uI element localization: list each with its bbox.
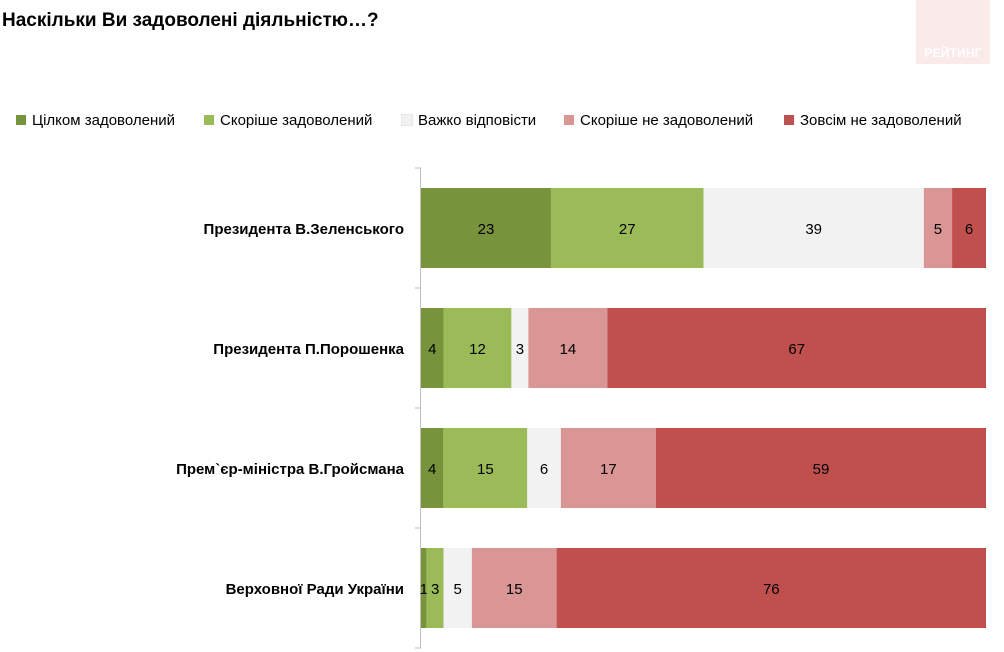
data-label: 59 xyxy=(813,461,830,478)
legend-item-hard-to-say: Важко відповісти xyxy=(401,112,537,129)
data-label: 67 xyxy=(788,341,805,358)
legend-item-rather-dissatisfied: Скоріше не задоволений xyxy=(564,112,753,129)
bar-segment-зовсім-не-задоволений xyxy=(556,548,986,628)
bar-segment-важко-відповісти xyxy=(511,308,529,388)
data-label: 23 xyxy=(478,221,495,238)
data-label: 4 xyxy=(428,461,436,478)
bar-segment-скоріше-не-задоволений xyxy=(528,308,608,388)
rating-logo: РЕЙТИНГ xyxy=(916,0,990,64)
data-label: 1 xyxy=(420,581,428,598)
data-label: 27 xyxy=(619,221,636,238)
legend-label: Скоріше не задоволений xyxy=(580,112,754,129)
bar-segment-скоріше-задоволений xyxy=(443,308,512,388)
bar-segment-цілком-задоволений xyxy=(421,548,427,628)
legend-label: Цілком задоволений xyxy=(32,112,175,129)
data-label: 4 xyxy=(428,341,436,358)
bar-segment-цілком-задоволений xyxy=(421,188,551,268)
bar-segment-скоріше-не-задоволений xyxy=(560,428,656,508)
legend-swatch xyxy=(564,115,574,125)
category-label: Прем`єр-міністра В.Гройсмана xyxy=(176,461,405,478)
category-label: Президента В.Зеленського xyxy=(204,221,404,238)
bar-segment-скоріше-задоволений xyxy=(443,428,528,508)
data-label: 6 xyxy=(540,461,548,478)
data-label: 15 xyxy=(506,581,523,598)
legend-item-fully-satisfied: Цілком задоволений xyxy=(16,112,175,129)
data-label: 14 xyxy=(560,341,577,358)
data-label: 12 xyxy=(469,341,486,358)
data-label: 3 xyxy=(516,341,524,358)
data-label: 15 xyxy=(477,461,494,478)
legend-label: Скоріше задоволений xyxy=(220,112,373,129)
chart-legend: Цілком задоволений Скоріше задоволений В… xyxy=(16,112,996,132)
data-label: 17 xyxy=(600,461,617,478)
bar-segment-зовсім-не-задоволений xyxy=(952,188,986,268)
bar-segment-скоріше-не-задоволений xyxy=(923,188,953,268)
bar-segment-зовсім-не-задоволений xyxy=(655,428,986,508)
legend-label: Зовсім не задоволений xyxy=(800,112,962,129)
legend-swatch xyxy=(401,114,413,126)
bar-segment-важко-відповісти xyxy=(527,428,561,508)
bar-segment-зовсім-не-задоволений xyxy=(607,308,986,388)
data-label: 5 xyxy=(934,221,942,238)
data-label: 6 xyxy=(965,221,973,238)
legend-swatch xyxy=(784,115,794,125)
data-label: 76 xyxy=(763,581,780,598)
bar-segment-скоріше-задоволений xyxy=(550,188,704,268)
legend-item-fully-dissatisfied: Зовсім не задоволений xyxy=(784,112,962,129)
bar-segment-важко-відповісти xyxy=(703,188,924,268)
legend-label: Важко відповісти xyxy=(418,112,537,129)
bar-segment-цілком-задоволений xyxy=(421,428,444,508)
legend-item-rather-satisfied: Скоріше задоволений xyxy=(204,112,372,129)
legend-swatch xyxy=(204,115,214,125)
bar-segment-скоріше-не-задоволений xyxy=(471,548,557,628)
chart-title: Наскільки Ви задоволені діяльністю…? xyxy=(2,10,379,31)
data-label: 5 xyxy=(454,581,462,598)
bar-segment-скоріше-задоволений xyxy=(426,548,444,628)
bar-segment-важко-відповісти xyxy=(443,548,472,628)
data-label: 39 xyxy=(805,221,822,238)
legend-swatch xyxy=(16,115,26,125)
category-label: Президента П.Порошенка xyxy=(213,341,404,358)
bar-segment-цілком-задоволений xyxy=(421,308,444,388)
category-label: Верховної Ради України xyxy=(226,581,404,598)
rating-logo-label: РЕЙТИНГ xyxy=(924,46,982,60)
data-label: 3 xyxy=(431,581,439,598)
